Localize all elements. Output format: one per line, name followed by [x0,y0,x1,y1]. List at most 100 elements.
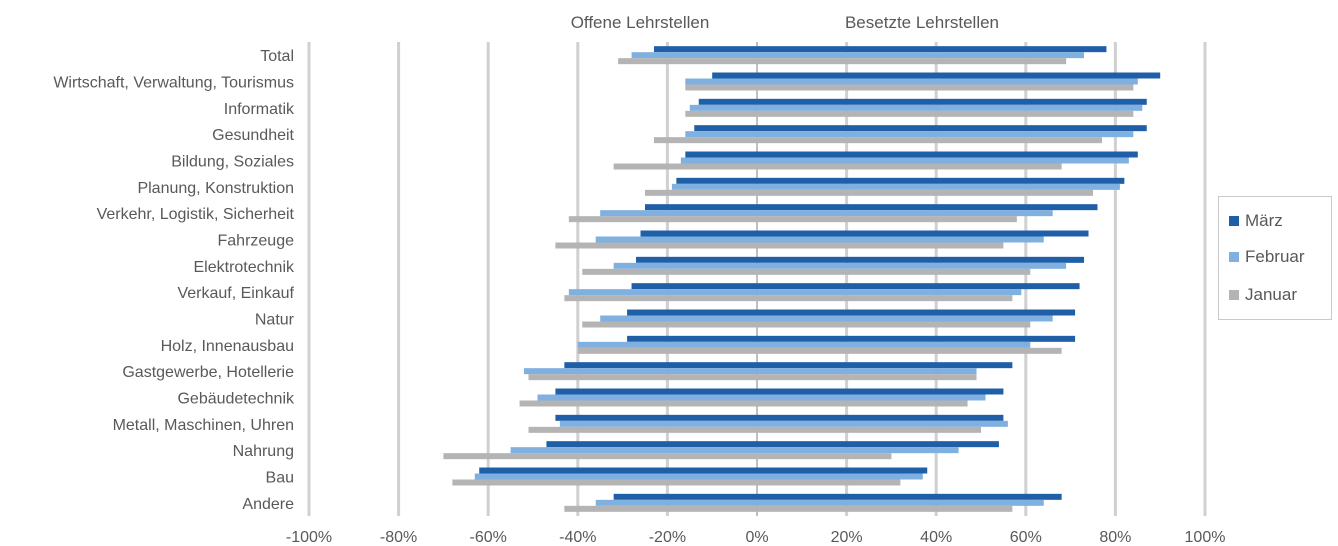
bar-offene-januar-12 [528,374,757,381]
bar-besetzte-februar-6 [757,210,1053,217]
annotation-offene: Offene Lehrstellen [571,13,710,32]
bar-besetzte-januar-14 [757,426,981,433]
legend-swatch-februar [1229,252,1239,262]
bar-offene-februar-7 [595,236,757,243]
bar-besetzte-januar-6 [757,216,1017,223]
category-label-11: Holz, Innenausbau [161,338,294,355]
bar-besetzte-januar-0 [757,58,1067,65]
bar-offene-m-rz-3 [694,125,757,132]
bar-besetzte-februar-4 [757,157,1129,164]
bar-besetzte-februar-1 [757,78,1138,85]
bar-besetzte-m-rz-12 [757,362,1013,369]
bar-offene-januar-10 [582,321,757,328]
bar-offene-februar-4 [680,157,757,164]
bar-offene-januar-9 [564,295,757,302]
x-tick-label-8: 60% [1010,529,1042,546]
bar-offene-m-rz-10 [627,309,757,316]
bar-besetzte-m-rz-14 [757,414,1004,421]
x-tick-label-0: -100% [286,529,332,546]
bar-besetzte-januar-3 [757,137,1102,144]
legend-label-maerz: März [1245,211,1283,230]
category-label-6: Verkehr, Logistik, Sicherheit [97,206,295,223]
bar-besetzte-februar-10 [757,315,1053,322]
category-label-2: Informatik [224,101,295,118]
bar-besetzte-februar-12 [757,368,977,375]
bar-offene-januar-3 [653,137,757,144]
bar-offene-februar-5 [671,183,757,190]
bar-besetzte-m-rz-17 [757,493,1062,500]
bar-besetzte-m-rz-6 [757,204,1098,211]
bar-offene-m-rz-2 [698,98,757,105]
gridline-0 [307,42,311,516]
x-tick-label-2: -60% [470,529,507,546]
legend-swatch-januar [1229,290,1239,300]
bar-offene-februar-12 [524,368,757,375]
bar-offene-m-rz-9 [631,283,757,290]
bar-besetzte-m-rz-15 [757,441,999,448]
bar-besetzte-m-rz-5 [757,177,1125,184]
bar-offene-februar-14 [559,420,757,427]
bar-offene-m-rz-1 [712,72,757,79]
bar-offene-m-rz-0 [653,46,757,53]
gridline-7 [934,42,938,516]
category-label-10: Natur [255,312,295,329]
bar-besetzte-februar-8 [757,262,1067,269]
bar-offene-januar-7 [555,242,757,249]
bar-besetzte-januar-13 [757,400,968,407]
bar-offene-m-rz-17 [613,493,757,500]
gridline-3 [576,42,580,516]
bar-besetzte-m-rz-13 [757,388,1004,395]
bar-offene-januar-2 [685,110,757,117]
bar-offene-januar-1 [685,84,757,91]
bar-offene-m-rz-11 [627,335,757,342]
bar-offene-januar-13 [519,400,757,407]
category-label-14: Metall, Maschinen, Uhren [113,417,294,434]
bar-besetzte-februar-13 [757,394,986,401]
bar-offene-januar-14 [528,426,757,433]
bar-offene-januar-17 [564,505,757,512]
bar-offene-februar-6 [600,210,757,217]
category-label-9: Verkauf, Einkauf [177,285,294,302]
category-label-5: Planung, Konstruktion [137,180,294,197]
gridline-4 [665,42,669,516]
category-label-12: Gastgewerbe, Hotellerie [122,364,294,381]
x-tick-labels: -100% -80% -60% -40% -20% 0% 20% 40% 60% 80% 100% [286,529,1226,546]
bar-besetzte-m-rz-8 [757,256,1085,263]
legend-item-maerz: März [1229,211,1283,231]
bar-besetzte-m-rz-10 [757,309,1076,316]
category-label-15: Nahrung [233,443,294,460]
bar-offene-februar-15 [510,447,757,454]
bar-offene-februar-17 [595,499,757,506]
bar-offene-februar-9 [568,289,757,296]
gridline-8 [1024,42,1028,516]
x-tick-label-5: 0% [745,529,768,546]
x-tick-label-4: -20% [649,529,686,546]
bars [443,46,1161,512]
bar-offene-januar-0 [618,58,757,65]
bar-offene-februar-3 [685,131,757,138]
bar-offene-januar-11 [577,347,757,354]
bar-besetzte-februar-5 [757,183,1120,190]
bar-besetzte-februar-15 [757,447,959,454]
bar-besetzte-m-rz-3 [757,125,1147,132]
bar-besetzte-januar-8 [757,268,1031,275]
bar-besetzte-februar-9 [757,289,1022,296]
bar-besetzte-m-rz-7 [757,230,1089,237]
bar-besetzte-januar-15 [757,453,892,460]
category-label-8: Elektrotechnik [194,259,295,276]
category-label-3: Gesundheit [212,127,294,144]
x-tick-label-3: -40% [559,529,596,546]
bar-offene-januar-8 [582,268,757,275]
bar-offene-m-rz-6 [645,204,757,211]
bar-besetzte-januar-10 [757,321,1031,328]
bar-offene-m-rz-15 [546,441,757,448]
category-labels: Total Wirtschaft, Verwaltung, Tourismus In… [53,48,295,513]
bar-offene-m-rz-5 [676,177,757,184]
bar-offene-m-rz-8 [636,256,757,263]
bar-offene-m-rz-12 [564,362,757,369]
bar-besetzte-januar-5 [757,189,1093,196]
bar-besetzte-m-rz-11 [757,335,1076,342]
bar-offene-m-rz-4 [685,151,757,158]
legend-item-februar: Februar [1229,247,1305,267]
